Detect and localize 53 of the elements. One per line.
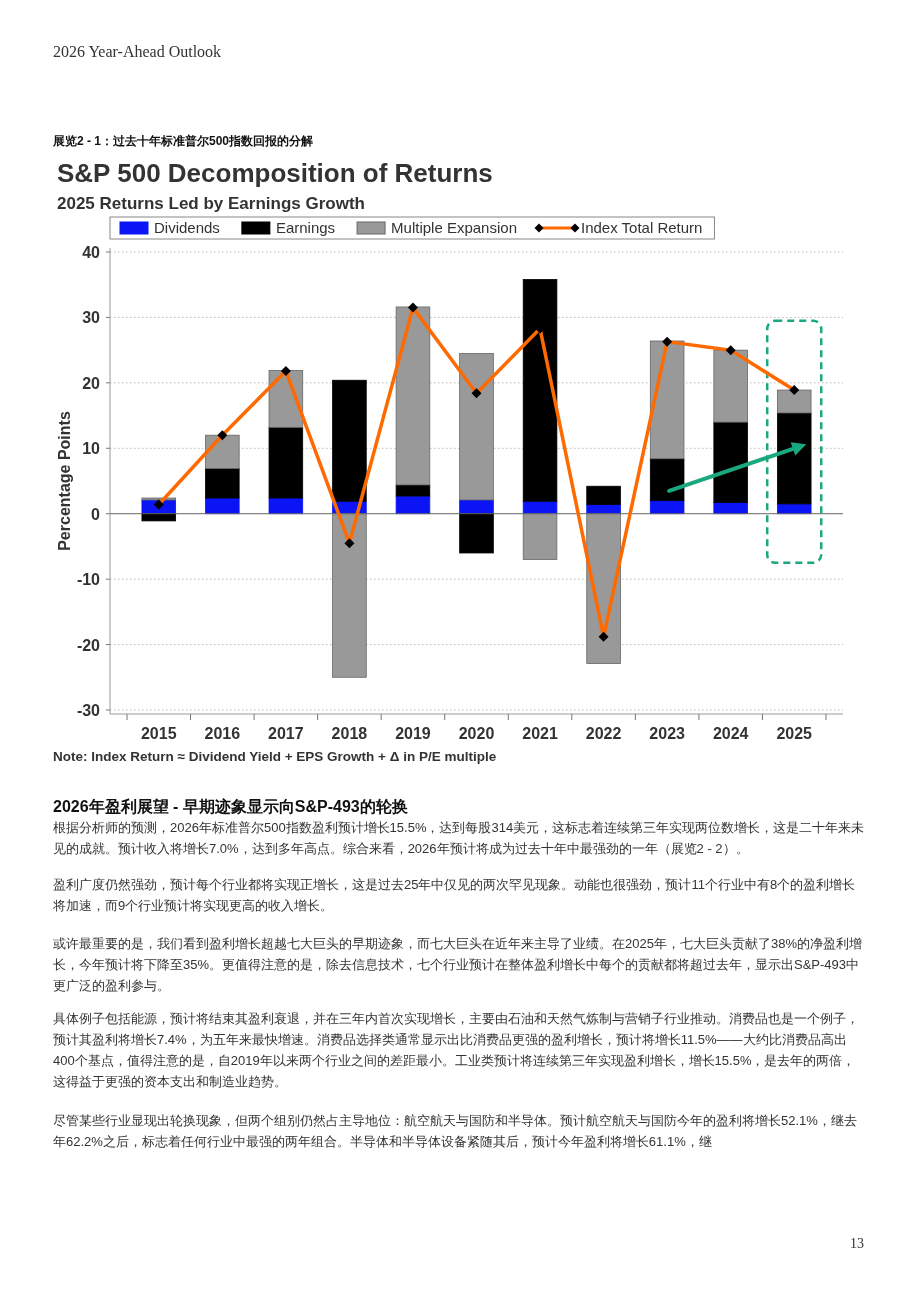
bar <box>522 279 558 502</box>
text: 具体例子包括能源，预计将结束其盈利衰退，并在三年内首次实现增长，主要由石油和天然气炼制与营销子行业推动。消费品也是一个例子，预计其盈利将增长7.4%，为五年来最快增速。消费品选择类通常显示出比消费品更强的盈利增长，预计将增长11.5%——大约比消费品高出400个基点，值得注意的是，自2019年以来两个行业之间的差距最小。工业类预计将连续第三年实现盈利增长，增长15.5%，是去年的两倍，这得益于更强的资本支出和制造业趋势。 <box>53 1010 860 1091</box>
legend-label: Earnings <box>275 219 336 236</box>
chart-title: S&P 500 Decomposition of Returns <box>57 158 493 188</box>
bar <box>141 513 177 522</box>
text: 或许最重要的是，我们看到盈利增长超越七大巨头的早期迹象，而七大巨头在近年来主导了业绩。在2025年，七大巨头贡献了38%的净盈利增长，今年预计将下降至35%。更值得注意的是，除去信息技术，七个行业预计在整体盈利增长中每个的贡献都将超过去年，显示出S&P-493中更广泛的盈利参与。 <box>53 935 863 995</box>
bar <box>205 434 240 469</box>
text: 盈利广度仍然强劲，预计每个行业都将实现正增长，这是过去25年中仅见的两次罕见现象。动能也很强劲，预计11个行业中有8个的盈利增长将加速，而9个行业预计将实现更高的收入增长。 <box>53 876 857 915</box>
bar <box>395 306 431 486</box>
text: 展览2 - 1：过去十年标准普尔500指数回报的分解 <box>52 134 314 148</box>
x-tick-label: 2016 <box>204 725 241 742</box>
y-tick-label: 10 <box>82 440 101 458</box>
bar <box>776 389 812 414</box>
text: 2026年盈利展望 - 早期迹象显示向S&P-493的轮换 <box>53 797 408 817</box>
x-tick-label: 2015 <box>140 725 177 742</box>
y-tick-label: 0 <box>91 505 101 523</box>
y-tick-label: -20 <box>76 636 101 654</box>
x-tick-label: 2022 <box>585 725 622 742</box>
x-tick-label: 2017 <box>268 725 304 742</box>
text: 2026 Year-Ahead Outlook <box>53 43 222 61</box>
y-axis-title: Percentage Points <box>56 411 73 551</box>
bar <box>713 349 748 423</box>
x-tick-label: 2025 <box>776 725 813 742</box>
chart-subtitle: 2025 Returns Led by Earnings Growth <box>57 194 365 213</box>
bar <box>649 340 685 460</box>
legend-label: Dividends <box>154 219 220 236</box>
bar <box>395 484 431 497</box>
y-tick-label: 40 <box>82 244 101 261</box>
text: Note: Index Return ≈ Dividend Yield + EPS Growth + Δ in P/E multiple <box>53 749 497 764</box>
legend-label: Index Total Return <box>580 219 703 236</box>
legend-label: Multiple Expansion <box>391 219 517 236</box>
text: 13 <box>850 1236 864 1252</box>
bar <box>649 458 685 502</box>
bar <box>776 412 812 505</box>
x-tick-label: 2024 <box>712 725 749 742</box>
text: 根据分析师的预测，2026年标准普尔500指数盈利预计增长15.5%，达到每股314美元，这标志着连续第三年实现两位数增长，这是二十年来未见的成就。预计收入将增长7.0%，达到多年高点。综合来看，2026年预计将成为过去十年中最强劲的一年（展览2 - 2）。 <box>53 819 866 858</box>
y-tick-label: 30 <box>82 309 101 327</box>
x-tick-label: 2018 <box>331 725 368 742</box>
x-tick-label: 2023 <box>649 725 686 742</box>
bar <box>586 485 621 505</box>
y-tick-label: 20 <box>82 374 101 392</box>
bar <box>205 468 240 499</box>
bar <box>268 426 304 499</box>
bar <box>459 513 494 554</box>
y-tick-label: -30 <box>76 702 101 719</box>
x-tick-label: 2021 <box>522 725 558 742</box>
bar <box>713 421 748 503</box>
x-tick-label: 2020 <box>458 725 495 742</box>
y-tick-label: -10 <box>76 571 101 589</box>
bar <box>332 379 367 502</box>
x-tick-label: 2019 <box>395 725 431 742</box>
text: 尽管某些行业显现出轮换现象，但两个组别仍然占主导地位：航空航天与国防和半导体。预计航空航天与国防今年的盈利将增长52.1%，继去年62.2%之后，标志着任何行业中最强的两年组合。半导体和半导体设备紧随其后，预计今年盈利将增长61.1%，继 <box>53 1112 858 1151</box>
bar <box>459 353 494 501</box>
